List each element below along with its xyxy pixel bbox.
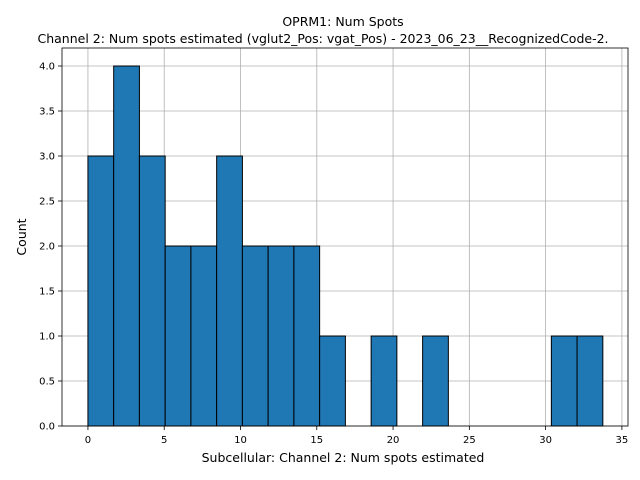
y-axis-label: Count bbox=[14, 218, 29, 255]
x-tick-label: 30 bbox=[539, 435, 552, 446]
x-tick-label: 35 bbox=[616, 435, 629, 446]
histogram-bar bbox=[87, 155, 115, 427]
y-tick-label: 1.5 bbox=[39, 287, 55, 298]
histogram-bar bbox=[293, 245, 321, 427]
x-axis-label: Subcellular: Channel 2: Num spots estima… bbox=[202, 450, 485, 465]
y-tick-label: 2.0 bbox=[39, 242, 55, 253]
histogram-bar bbox=[138, 155, 166, 427]
histogram-bar bbox=[164, 245, 192, 427]
histogram-bar bbox=[550, 335, 578, 427]
y-tick-label: 1.0 bbox=[39, 332, 55, 343]
histogram-bar bbox=[190, 245, 218, 427]
histogram-bar bbox=[576, 335, 604, 427]
y-tick-label: 2.5 bbox=[39, 197, 55, 208]
x-tick-label: 0 bbox=[85, 435, 91, 446]
histogram-bar bbox=[422, 335, 449, 427]
x-tick-label: 5 bbox=[161, 435, 167, 446]
histogram-bar bbox=[216, 155, 243, 427]
y-axis-ticks: 0.0 0.5 1.0 1.5 2.0 2.5 3.0 3.5 4.0 bbox=[39, 62, 62, 433]
y-tick-label: 0.5 bbox=[39, 377, 55, 388]
y-tick-label: 4.0 bbox=[39, 62, 55, 73]
histogram-bar bbox=[267, 245, 295, 427]
x-tick-label: 20 bbox=[387, 435, 400, 446]
y-tick-label: 3.5 bbox=[39, 107, 55, 118]
histogram-bars bbox=[87, 65, 604, 427]
chart-subtitle: Channel 2: Num spots estimated (vglut2_P… bbox=[37, 31, 608, 46]
histogram-bar bbox=[319, 335, 346, 427]
x-tick-label: 25 bbox=[463, 435, 476, 446]
chart-title: OPRM1: Num Spots bbox=[282, 14, 403, 29]
histogram-bar bbox=[370, 335, 398, 427]
y-tick-label: 3.0 bbox=[39, 152, 55, 163]
y-tick-label: 0.0 bbox=[39, 422, 55, 433]
histogram-bar bbox=[113, 65, 140, 427]
x-axis-ticks: 0 5 10 15 20 25 30 35 bbox=[85, 426, 629, 446]
x-tick-label: 10 bbox=[234, 435, 247, 446]
histogram-bar bbox=[241, 245, 269, 427]
x-tick-label: 15 bbox=[310, 435, 323, 446]
plot-frame bbox=[61, 47, 629, 427]
